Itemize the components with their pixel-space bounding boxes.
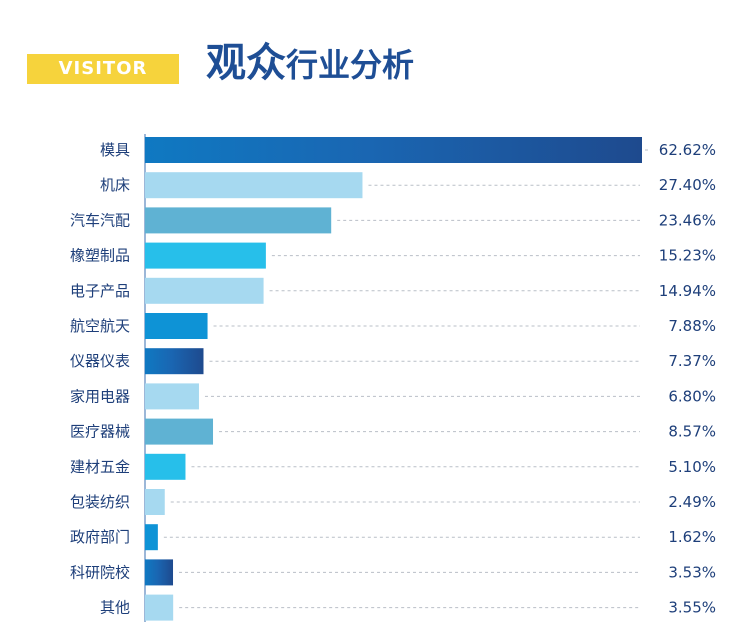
category-label: 航空航天: [70, 317, 130, 335]
category-label: 科研院校: [70, 563, 130, 581]
header: VISITOR 观众行业分析: [0, 0, 738, 110]
bar: [145, 172, 363, 199]
value-label: 23.46%: [659, 211, 716, 229]
bar: [145, 242, 266, 269]
value-label: 1.62%: [668, 528, 716, 546]
category-label: 包装纺织: [70, 493, 130, 511]
bar: [145, 277, 264, 304]
category-label: 汽车汽配: [70, 211, 130, 229]
bar: [145, 594, 174, 621]
bar: [145, 453, 186, 480]
category-label: 建材五金: [70, 458, 130, 476]
bar: [145, 383, 199, 410]
bar: [145, 348, 204, 375]
value-label: 8.57%: [668, 423, 716, 441]
value-label: 27.40%: [659, 176, 716, 194]
bar: [145, 489, 165, 515]
value-label: 5.10%: [668, 458, 716, 476]
page-title: 观众行业分析: [206, 34, 414, 100]
bar: [145, 418, 214, 445]
value-label: 3.55%: [668, 599, 716, 617]
category-label: 电子产品: [70, 282, 130, 300]
bar: [145, 524, 158, 551]
value-label: 7.37%: [668, 352, 716, 370]
bar: [145, 313, 208, 339]
value-label: 3.53%: [668, 563, 716, 581]
category-label: 仪器仪表: [70, 352, 130, 370]
value-label: 2.49%: [668, 493, 716, 511]
category-label: 医疗器械: [70, 423, 130, 441]
value-label: 15.23%: [659, 247, 716, 265]
title-sub: 行业分析: [286, 46, 415, 84]
bar: [145, 559, 174, 586]
category-label: 家用电器: [70, 387, 130, 405]
value-label: 6.80%: [668, 387, 716, 405]
category-label: 橡塑制品: [70, 247, 130, 265]
category-label: 机床: [100, 176, 130, 194]
value-label: 62.62%: [659, 141, 716, 159]
category-label: 模具: [100, 141, 130, 159]
value-label: 7.88%: [668, 317, 716, 335]
bar: [145, 207, 332, 234]
visitor-badge: VISITOR: [27, 54, 179, 84]
category-label: 政府部门: [70, 528, 130, 546]
bar: [145, 137, 642, 163]
category-label: 其他: [100, 599, 130, 617]
value-label: 14.94%: [659, 282, 716, 300]
title-main: 观众: [206, 40, 286, 86]
